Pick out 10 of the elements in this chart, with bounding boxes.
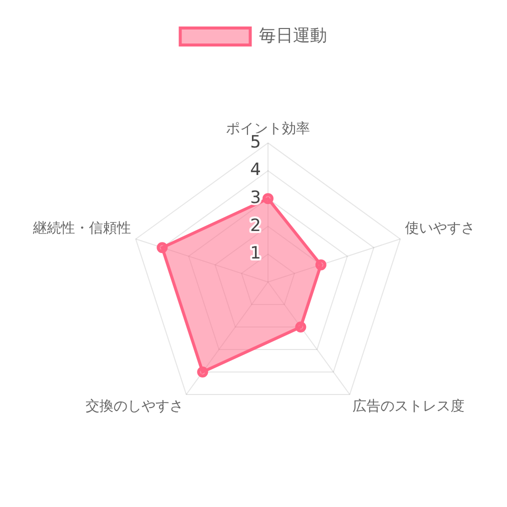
legend-label: 毎日運動 bbox=[258, 26, 327, 46]
y-tick-label: 3 bbox=[250, 188, 261, 208]
y-tick-label: 4 bbox=[250, 160, 261, 180]
y-tick-label: 1 bbox=[250, 244, 261, 264]
y-tick-label: 5 bbox=[250, 132, 261, 152]
spoke-label: 使いやすさ bbox=[405, 220, 475, 237]
spoke-label: 広告のストレス度 bbox=[352, 398, 465, 415]
spoke-label: 交換のしやすさ bbox=[85, 398, 184, 415]
y-tick-label: 2 bbox=[250, 216, 261, 236]
spoke-label: 継続性・信頼性 bbox=[32, 220, 131, 237]
